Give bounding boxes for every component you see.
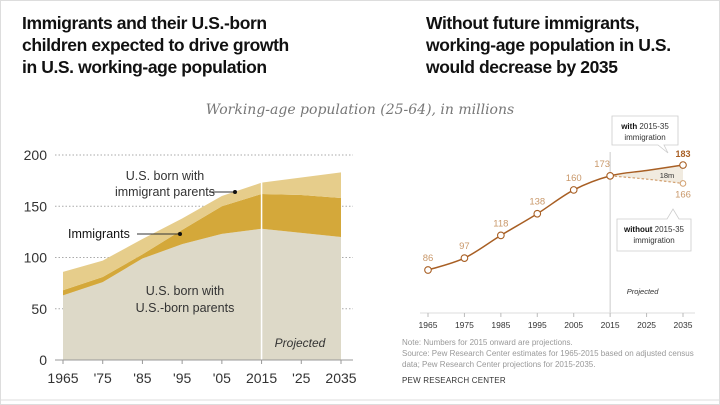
data-label: 160 [566, 173, 582, 184]
label-us-born-imm-parents: U.S. born with [126, 169, 205, 183]
x-tick-label: 2015 [246, 370, 277, 386]
x-tick-label: 1985 [491, 320, 510, 330]
right-title: Without future immigrants, working-age p… [426, 12, 716, 78]
line-with-immigration [427, 164, 684, 271]
projected-label: Projected [627, 287, 660, 296]
x-tick-label: '85 [133, 370, 151, 386]
notes: Note: Numbers for 2015 onward are projec… [402, 337, 694, 370]
left-title-line: children expected to drive growth [22, 35, 289, 55]
label-us-born-us-parents: U.S.-born parents [136, 301, 235, 315]
label-us-born-us-parents: U.S. born with [146, 284, 225, 298]
data-label: 183 [675, 149, 690, 159]
data-point [533, 209, 542, 218]
y-tick-label: 200 [24, 147, 48, 163]
area-u-s-born-with-immigrant-parents [63, 172, 341, 291]
area-immigrants [63, 193, 341, 296]
data-label: 118 [493, 218, 508, 229]
data-point [460, 254, 469, 262]
data-label: 86 [423, 253, 434, 264]
label-immigrants: Immigrants [68, 227, 130, 241]
callout-box [611, 115, 679, 154]
callout-text: immigration [624, 133, 665, 142]
x-tick-label: 1965 [419, 320, 438, 330]
right-title-line: working-age population in U.S. [426, 35, 671, 55]
right-title-line: Without future immigrants, [426, 13, 640, 33]
data-point [606, 172, 614, 180]
callout-box [616, 208, 692, 252]
x-tick-label: 1965 [47, 370, 78, 386]
y-tick-label: 0 [39, 352, 47, 368]
y-tick-label: 150 [24, 198, 48, 214]
data-point [497, 231, 505, 240]
left-title-line: Immigrants and their U.S.-born [22, 13, 267, 33]
source-text: data; Pew Research Center projections fo… [402, 360, 596, 369]
y-tick-label: 100 [24, 250, 48, 266]
callout-rest: 2015-35 [637, 122, 669, 131]
callout-text: with 2015-35 [620, 122, 669, 131]
projected-label: Projected [275, 336, 326, 350]
x-tick-label: 2035 [674, 320, 693, 330]
data-label: 97 [459, 241, 470, 252]
data-label: 138 [529, 197, 545, 208]
gap-label: 18m [660, 171, 675, 180]
callout-text: immigration [633, 236, 674, 245]
y-tick-label: 50 [31, 301, 47, 317]
data-label: 173 [594, 159, 610, 170]
data-point [679, 180, 687, 187]
callout-bold: without [623, 225, 653, 234]
line-without-immigration [610, 175, 684, 185]
x-tick-label: 1995 [528, 320, 547, 330]
x-tick-label: 2035 [325, 370, 356, 386]
x-tick-label: 2015 [601, 320, 620, 330]
x-tick-label: 1975 [455, 320, 474, 330]
left-title-line: in U.S. working-age population [22, 57, 267, 77]
data-point [424, 266, 432, 274]
callout-rest: 2015-35 [652, 225, 684, 234]
callout-text: without 2015-35 [623, 225, 685, 234]
x-tick-label: 2025 [637, 320, 656, 330]
leader-dot [233, 190, 237, 194]
data-label: 166 [675, 189, 691, 200]
leader-dot [178, 232, 182, 236]
callout-bold: with [620, 122, 637, 131]
source-text: Source: Pew Research Center estimates fo… [402, 349, 694, 358]
note-text: Note: Numbers for 2015 onward are projec… [402, 338, 573, 347]
callout-without-immigration: without 2015-35 immigration [616, 208, 692, 252]
x-tick-label: 2005 [564, 320, 583, 330]
callout-with-immigration: with 2015-35 immigration [611, 115, 679, 154]
brand-label: PEW RESEARCH CENTER [402, 376, 506, 385]
right-title-line: would decrease by 2035 [426, 57, 618, 77]
x-tick-label: '05 [213, 370, 231, 386]
left-title: Immigrants and their U.S.-born children … [22, 12, 352, 78]
area-u-s-born-with-u-s-born-parents [63, 228, 341, 360]
data-point [679, 161, 687, 169]
data-point [569, 186, 578, 194]
label-us-born-imm-parents: immigrant parents [115, 185, 215, 199]
x-tick-label: '25 [292, 370, 310, 386]
x-tick-label: '95 [173, 370, 191, 386]
gap-area [610, 165, 683, 184]
chart-subtitle: Working-age population (25-64), in milli… [205, 102, 515, 118]
x-tick-label: '75 [94, 370, 112, 386]
